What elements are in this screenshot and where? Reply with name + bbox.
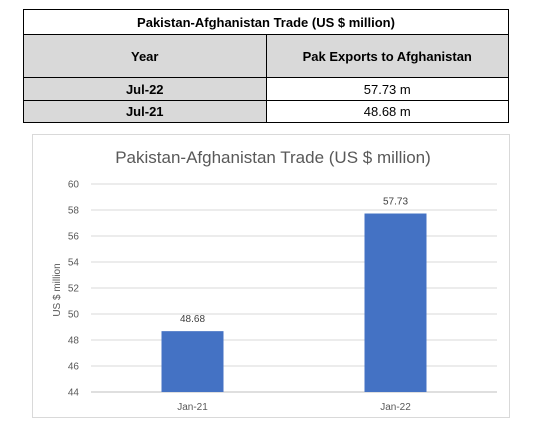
data-label: 57.73 [383,197,408,208]
value-cell: 57.73 m [265,77,509,101]
trade-table: Pakistan-Afghanistan Trade (US $ million… [23,9,509,123]
column-header-exports: Pak Exports to Afghanistan [265,34,509,78]
y-tick-label: 56 [68,232,80,243]
x-tick-label: Jan-21 [177,402,208,413]
chart-title: Pakistan-Afghanistan Trade (US $ million… [115,148,431,167]
column-header-year: Year [23,34,267,78]
bar-chart: Pakistan-Afghanistan Trade (US $ million… [52,148,497,413]
table-row: Jul-22 57.73 m [23,77,509,101]
year-cell: Jul-22 [23,77,267,101]
bar-jan-21 [161,331,224,392]
chart-area: Pakistan-Afghanistan Trade (US $ million… [32,134,510,418]
table-title: Pakistan-Afghanistan Trade (US $ million… [23,9,509,35]
x-tick-label: Jan-22 [380,402,411,413]
table-row: Jul-21 48.68 m [23,100,509,123]
value-cell: 48.68 m [265,100,509,123]
y-axis-title: US $ million [52,263,63,316]
y-tick-label: 58 [68,206,80,217]
y-tick-label: 44 [68,388,80,399]
y-tick-label: 46 [68,362,80,373]
year-cell: Jul-21 [23,100,267,123]
bar-jan-22 [364,213,427,392]
data-label: 48.68 [180,314,205,325]
y-tick-label: 54 [68,258,80,269]
y-tick-label: 52 [68,284,80,295]
y-tick-label: 50 [68,310,80,321]
y-tick-label: 60 [68,180,80,191]
y-tick-label: 48 [68,336,80,347]
